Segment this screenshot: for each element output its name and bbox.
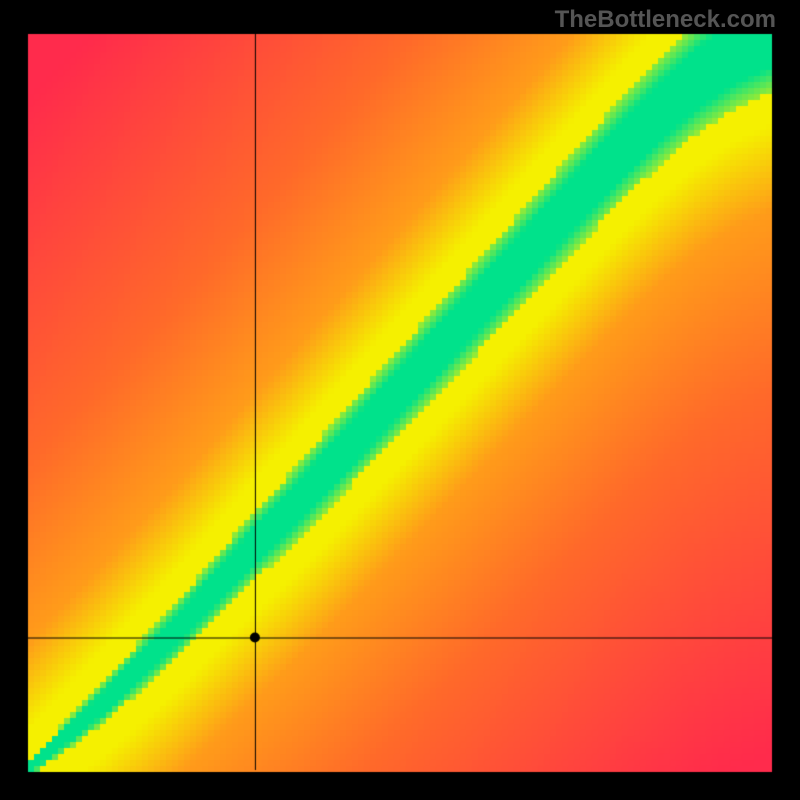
chart-container: { "watermark": "TheBottleneck.com", "can… xyxy=(0,0,800,800)
heatmap-canvas xyxy=(0,0,800,800)
watermark-text: TheBottleneck.com xyxy=(555,6,776,34)
